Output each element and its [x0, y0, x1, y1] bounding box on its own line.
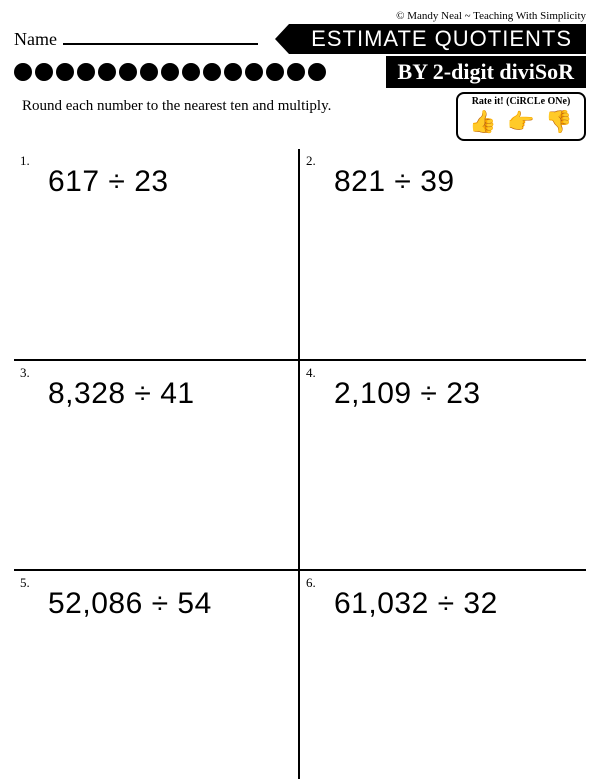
problems-grid: 1. 617 ÷ 23 2. 821 ÷ 39 3. 8,328 ÷ 41 4. 2,109 … — [14, 149, 586, 779]
problem-cell: 4. 2,109 ÷ 23 — [300, 359, 586, 569]
dot-icon — [14, 63, 32, 81]
problem-number: 2. — [306, 153, 316, 169]
dot-icon — [56, 63, 74, 81]
name-label: Name — [14, 29, 57, 50]
thumbs-down-icon[interactable]: 👎 — [545, 109, 572, 135]
dot-icon — [287, 63, 305, 81]
dot-icon — [203, 63, 221, 81]
dot-icon — [308, 63, 326, 81]
problem-cell: 6. 61,032 ÷ 32 — [300, 569, 586, 779]
dot-icon — [35, 63, 53, 81]
dot-icon — [224, 63, 242, 81]
problem-cell: 5. 52,086 ÷ 54 — [14, 569, 300, 779]
problem-number: 3. — [20, 365, 30, 381]
subtitle-banner: BY 2-digit diviSoR — [386, 56, 586, 88]
decorative-dots — [14, 63, 326, 81]
copyright-text: © Mandy Neal ~ Teaching With Simplicity — [14, 10, 586, 22]
thumbs-side-icon[interactable]: 👉 — [507, 109, 534, 135]
problem-cell: 3. 8,328 ÷ 41 — [14, 359, 300, 569]
dot-icon — [266, 63, 284, 81]
name-section: Name — [14, 29, 258, 50]
rate-it-icons: 👍 👉 👎 — [464, 109, 578, 135]
rate-it-label: Rate it! (CiRCLe ONe) — [464, 96, 578, 107]
header-row: Name ESTIMATE QUOTIENTS — [14, 24, 586, 54]
dot-icon — [98, 63, 116, 81]
dot-icon — [77, 63, 95, 81]
problem-expression: 61,032 ÷ 32 — [334, 587, 576, 621]
dot-icon — [140, 63, 158, 81]
dot-icon — [119, 63, 137, 81]
problem-number: 1. — [20, 153, 30, 169]
instruction-row: Round each number to the nearest ten and… — [14, 92, 586, 141]
problem-expression: 2,109 ÷ 23 — [334, 377, 576, 411]
problem-cell: 2. 821 ÷ 39 — [300, 149, 586, 359]
problem-expression: 617 ÷ 23 — [48, 165, 288, 199]
title-banner: ESTIMATE QUOTIENTS — [289, 24, 586, 54]
problem-expression: 8,328 ÷ 41 — [48, 377, 288, 411]
instructions-text: Round each number to the nearest ten and… — [14, 92, 331, 115]
rate-it-box: Rate it! (CiRCLe ONe) 👍 👉 👎 — [456, 92, 586, 141]
dot-icon — [182, 63, 200, 81]
subtitle-row: BY 2-digit diviSoR — [14, 56, 586, 88]
dot-icon — [161, 63, 179, 81]
problem-expression: 52,086 ÷ 54 — [48, 587, 288, 621]
name-input-line[interactable] — [63, 43, 258, 45]
problem-cell: 1. 617 ÷ 23 — [14, 149, 300, 359]
problem-number: 6. — [306, 575, 316, 591]
thumbs-up-icon[interactable]: 👍 — [469, 109, 496, 135]
problem-expression: 821 ÷ 39 — [334, 165, 576, 199]
problem-number: 5. — [20, 575, 30, 591]
dot-icon — [245, 63, 263, 81]
problem-number: 4. — [306, 365, 316, 381]
